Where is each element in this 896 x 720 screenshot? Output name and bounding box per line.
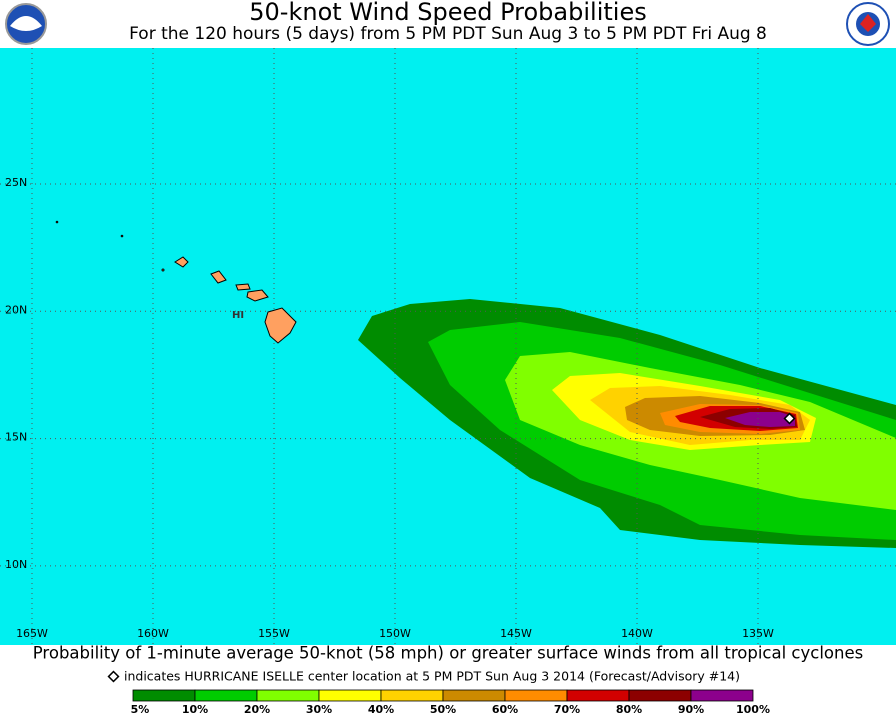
legend-marker [107, 670, 120, 683]
lat-label: 20N [5, 303, 27, 316]
legend-label: 50% [430, 703, 456, 716]
probability-contours [358, 299, 896, 548]
title: 50-knot Wind Speed Probabilities [249, 0, 646, 26]
legend-label: 5% [131, 703, 150, 716]
legend-swatch [256, 689, 320, 702]
graticule: 25N 20N 15N 10N 165W 160W 155W 150W 145W 140W 135W [0, 48, 896, 645]
nws-logo [846, 2, 890, 46]
noaa-logo [5, 3, 47, 45]
lon-label: 165W [16, 627, 48, 640]
storm-center-marker [783, 412, 796, 425]
legend-swatch [504, 689, 568, 702]
lon-label: 160W [137, 627, 169, 640]
lat-label: 10N [5, 558, 27, 571]
subtitle: For the 120 hours (5 days) from 5 PM PDT… [129, 24, 767, 44]
legend-label: 40% [368, 703, 394, 716]
contour-band [725, 412, 795, 427]
lon-label: 150W [379, 627, 411, 640]
lon-label: 140W [621, 627, 653, 640]
legend-swatch [380, 689, 444, 702]
legend-label: 90% [678, 703, 704, 716]
legend-swatch [442, 689, 506, 702]
legend-swatch [690, 689, 754, 702]
legend-label: 100% [736, 703, 770, 716]
legend-swatch [318, 689, 382, 702]
legend-label: 20% [244, 703, 270, 716]
legend-label: 60% [492, 703, 518, 716]
state-label: HI [232, 310, 244, 321]
lat-label: 15N [5, 431, 27, 444]
lon-label: 135W [742, 627, 774, 640]
legend-swatch [132, 689, 196, 702]
legend-label: 10% [182, 703, 208, 716]
legend-label: 80% [616, 703, 642, 716]
lon-label: 145W [500, 627, 532, 640]
lat-label: 25N [5, 176, 27, 189]
legend-label: 30% [306, 703, 332, 716]
legend: 5% 10% 20% 30% 40% 50% 60% 70% 80% 90% 100% [131, 689, 770, 716]
lon-label: 155W [258, 627, 290, 640]
marker-note: indicates HURRICANE ISELLE center locati… [124, 669, 740, 684]
caption: Probability of 1-minute average 50-knot … [33, 644, 863, 663]
legend-swatch [566, 689, 630, 702]
legend-label: 70% [554, 703, 580, 716]
legend-swatch [194, 689, 258, 702]
hawaii-islands [55, 220, 297, 344]
legend-swatch [628, 689, 692, 702]
